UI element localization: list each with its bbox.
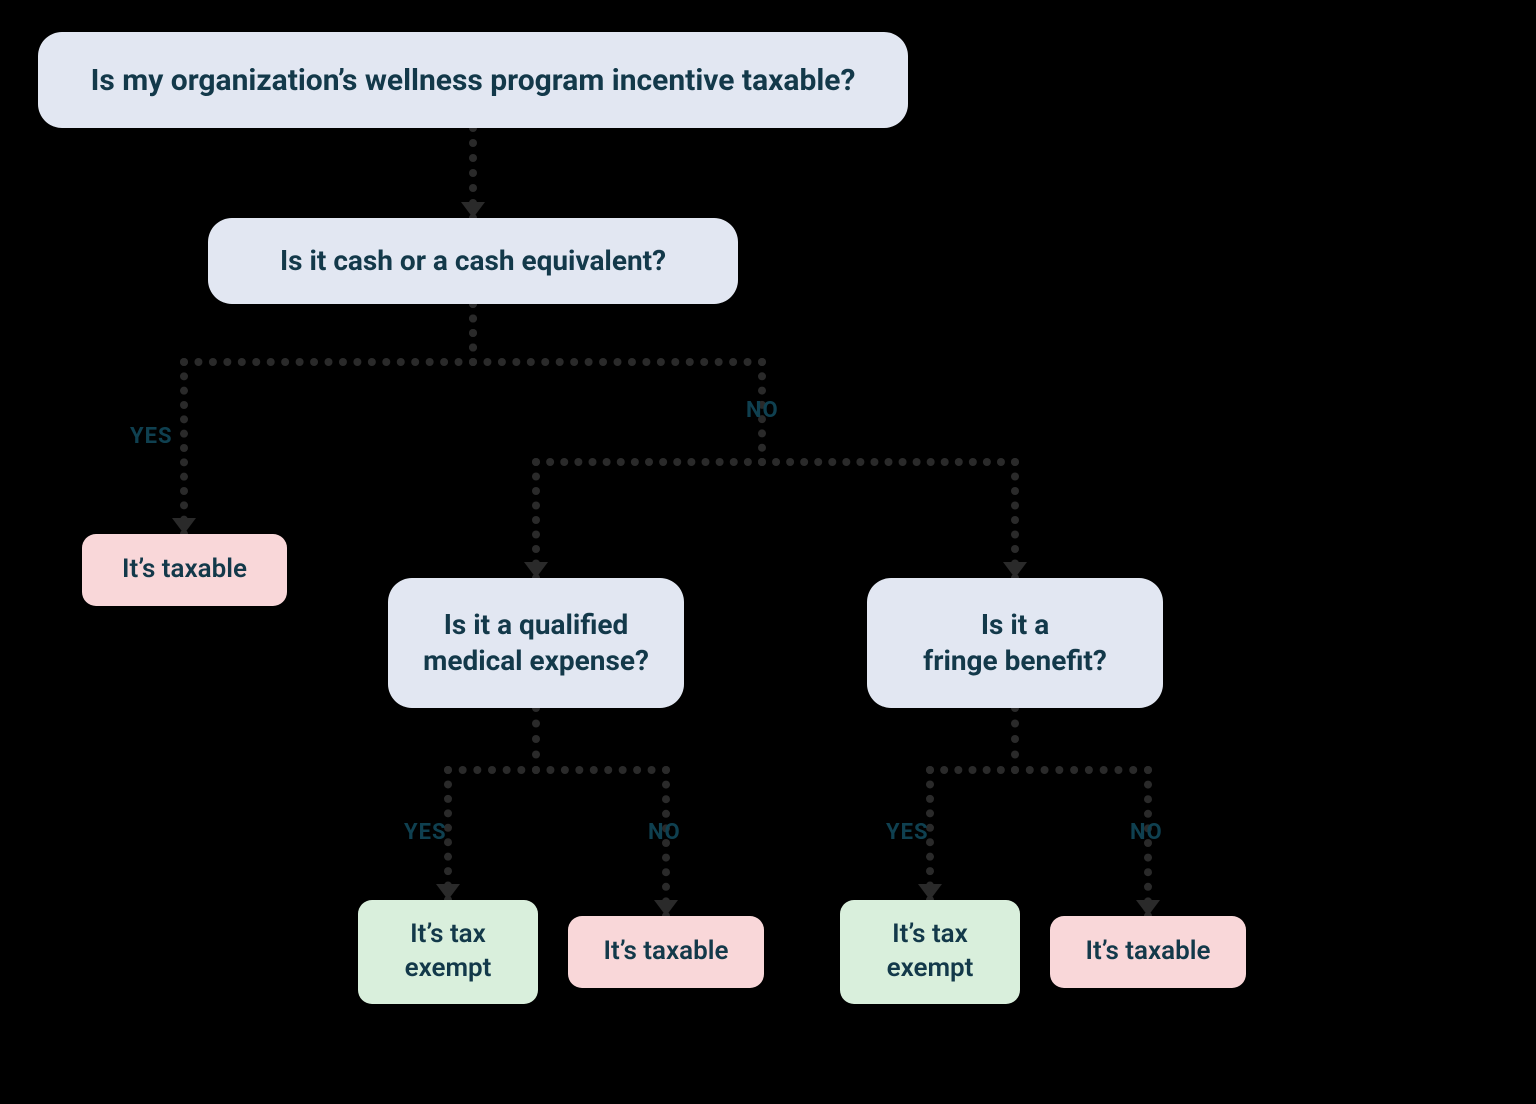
node-r4y: It’s tax exempt xyxy=(840,900,1020,1004)
node-q3-text: Is it a qualified medical expense? xyxy=(418,607,654,680)
node-r3n-text: It’s taxable xyxy=(604,935,729,969)
edge-e3-label: NO xyxy=(746,398,779,423)
node-q1-text: Is my organization’s wellness program in… xyxy=(91,61,856,100)
edge-e1 xyxy=(469,124,477,222)
node-q4-text: Is it a fringe benefit? xyxy=(923,607,1107,680)
edge-e6-label: NO xyxy=(648,820,681,845)
edge-e5 xyxy=(444,704,540,904)
edge-e2 xyxy=(180,300,477,538)
node-r3n: It’s taxable xyxy=(568,916,764,988)
node-r4n-text: It’s taxable xyxy=(1086,935,1211,969)
edge-e8-label: NO xyxy=(1130,820,1163,845)
node-r4y-text: It’s tax exempt xyxy=(887,918,974,986)
node-q3: Is it a qualified medical expense? xyxy=(388,578,684,708)
edge-e7 xyxy=(926,704,1019,904)
edge-e2-label: YES xyxy=(130,424,173,449)
node-q4: Is it a fringe benefit? xyxy=(867,578,1163,708)
node-r3y-text: It’s tax exempt xyxy=(405,918,492,986)
edge-e7-label: YES xyxy=(886,820,929,845)
node-r4n: It’s taxable xyxy=(1050,916,1246,988)
node-r1: It’s taxable xyxy=(82,534,287,606)
edge-e3 xyxy=(469,300,766,582)
edge-e5-label: YES xyxy=(404,820,447,845)
flowchart-stage: Is my organization’s wellness program in… xyxy=(0,0,1536,1104)
node-q2: Is it cash or a cash equivalent? xyxy=(208,218,738,304)
node-r3y: It’s tax exempt xyxy=(358,900,538,1004)
node-r1-text: It’s taxable xyxy=(122,553,247,587)
node-q1: Is my organization’s wellness program in… xyxy=(38,32,908,128)
node-q2-text: Is it cash or a cash equivalent? xyxy=(280,243,666,279)
edge-e4 xyxy=(758,458,1019,582)
